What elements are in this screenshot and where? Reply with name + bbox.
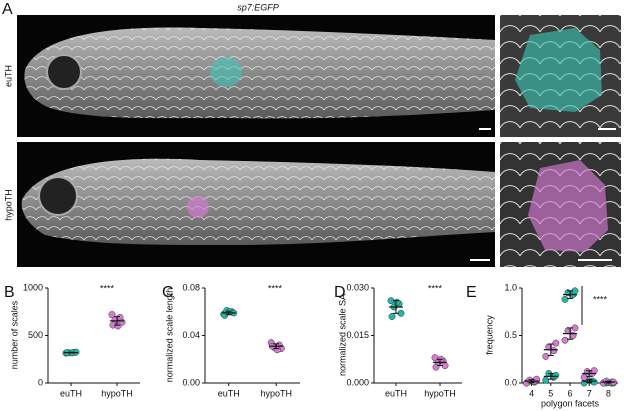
- x-tick-label: 5: [548, 388, 553, 398]
- data-point: [108, 311, 116, 319]
- y-tick-label: 1.0: [504, 282, 517, 292]
- panel-label: B: [4, 284, 15, 301]
- figure-title: sp7:EGFP: [237, 2, 279, 12]
- inset-highlight: [515, 28, 602, 112]
- eye: [38, 176, 78, 216]
- x-tick-label: hypoTH: [424, 388, 456, 398]
- data-point: [273, 346, 281, 354]
- y-axis-label: frequency: [484, 315, 494, 355]
- y-axis-label: number of scales: [9, 300, 19, 369]
- y-tick-label: 0.030: [346, 282, 369, 292]
- y-tick-label: 0.015: [346, 330, 369, 340]
- data-point: [226, 308, 234, 316]
- x-tick-label: 8: [606, 388, 611, 398]
- x-tick-label: hypoTH: [101, 388, 133, 398]
- y-tick-label: 0: [38, 377, 43, 387]
- highlight-scales: [210, 57, 242, 87]
- highlight-scales: [187, 196, 209, 218]
- y-tick-label: 0.0: [504, 377, 517, 387]
- y-tick-label: 0.04: [182, 330, 200, 340]
- fish-scales: [21, 158, 495, 245]
- x-tick-label: hypoTH: [260, 388, 292, 398]
- row-label: hypoTH: [3, 189, 13, 221]
- scale-bar: [479, 128, 491, 130]
- x-tick-label: 7: [587, 388, 592, 398]
- data-point: [552, 371, 560, 379]
- data-point: [561, 295, 569, 303]
- y-tick-label: 0.08: [182, 282, 200, 292]
- annotation: ****: [100, 283, 115, 293]
- x-tick-label: euTH: [218, 388, 240, 398]
- scale-bar: [470, 259, 490, 261]
- data-point: [114, 322, 122, 330]
- data-point: [561, 336, 569, 344]
- inset-highlight: [528, 160, 608, 252]
- y-tick-label: 1000: [23, 282, 43, 292]
- scale-bar: [578, 259, 612, 261]
- panel-label: C: [162, 284, 174, 301]
- annotation: ****: [268, 283, 283, 293]
- scale-bar: [598, 128, 616, 130]
- y-tick-label: 0.00: [182, 377, 200, 387]
- y-tick-label: 0.5: [504, 330, 517, 340]
- x-tick-label: 4: [529, 388, 534, 398]
- x-tick-label: euTH: [385, 388, 407, 398]
- panel-label: A: [2, 1, 13, 18]
- data-point: [580, 373, 588, 381]
- data-point: [542, 376, 550, 384]
- eye: [46, 54, 82, 90]
- x-axis-label: polygon facets: [541, 398, 600, 408]
- data-point: [221, 311, 229, 319]
- y-tick-label: 0.000: [346, 377, 369, 387]
- fish-scales: [24, 27, 495, 119]
- y-tick-label: 500: [28, 330, 43, 340]
- y-axis-label: normalized scale length: [164, 288, 174, 383]
- panel-label: E: [466, 284, 477, 301]
- data-point: [388, 313, 396, 320]
- annotation: ****: [593, 294, 608, 304]
- x-tick-label: 6: [567, 388, 572, 398]
- x-tick-label: euTH: [60, 388, 82, 398]
- row-label: euTH: [3, 65, 13, 87]
- data-point: [393, 298, 401, 306]
- data-point: [542, 352, 550, 360]
- panel-label: D: [334, 284, 346, 301]
- annotation: ****: [428, 283, 443, 293]
- y-axis-label: normalized scale SA: [337, 294, 347, 376]
- data-point: [432, 363, 440, 371]
- data-point: [552, 339, 560, 347]
